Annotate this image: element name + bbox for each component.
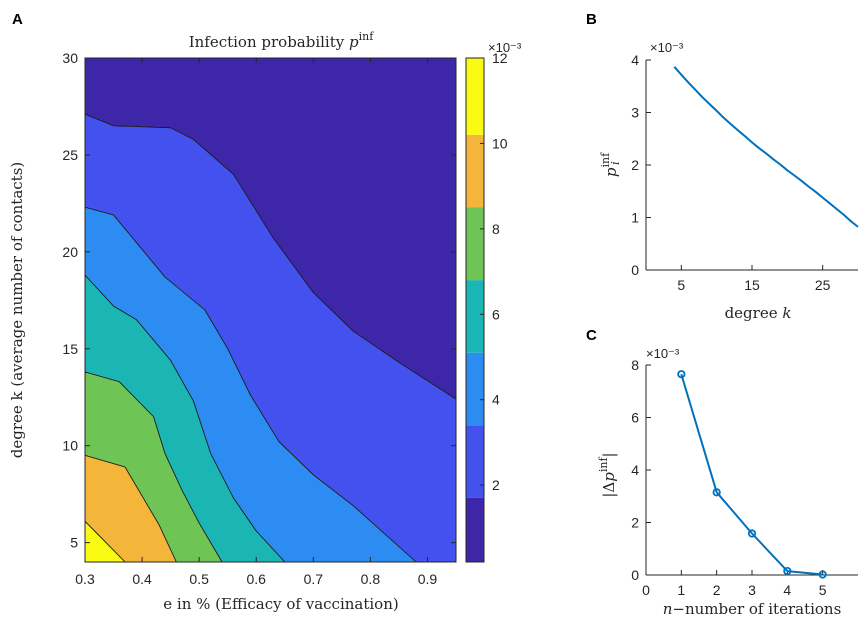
x-tick-label: 0.6 (246, 571, 266, 587)
colorbar-tick-label: 4 (492, 392, 500, 408)
c-y-tick-label: 0 (631, 567, 639, 583)
chart-title-sym: p (349, 33, 359, 51)
colorbar-segment-4 (466, 207, 484, 281)
x-axis-label-c-text: −number of iterations (672, 600, 841, 618)
colorbar: 2 4 6 8 10 12 (465, 50, 508, 563)
y-axis-label-a: degree k (average number of contacts) (8, 162, 26, 459)
b-y-tick-label: 2 (631, 157, 639, 173)
x-axis-label-b: degree k (725, 304, 792, 322)
b-y-tick-label: 3 (631, 105, 639, 121)
c-x-tick-label: 4 (783, 582, 791, 598)
x-axis-label-c: n−number of iterations (663, 600, 842, 618)
c-x-tick-label: 3 (748, 582, 756, 598)
x-axis-label-c-sym: n (663, 600, 673, 618)
c-x-tick-label: 2 (713, 582, 721, 598)
c-y-tick-label: 8 (631, 357, 639, 373)
colorbar-tick-label: 10 (492, 135, 508, 151)
c-data-point-0 (677, 370, 686, 379)
x-tick-label: 0.8 (361, 571, 381, 587)
panel-label-b: B (586, 11, 597, 28)
c-x-tick-label: 1 (677, 582, 685, 598)
b-y-tick-label: 4 (631, 52, 639, 68)
y-axis-label-b-sup: inf (599, 152, 612, 168)
chart-title-text: Infection probability (189, 33, 349, 51)
b-x-tick-label: 5 (677, 277, 685, 293)
x-tick-label: 0.5 (189, 571, 209, 587)
y-tick-label: 10 (62, 438, 78, 454)
x-tick-label: 0.7 (304, 571, 324, 587)
plot-area-a (84, 57, 457, 563)
colorbar-segment-6 (466, 58, 484, 135)
y-axis-label-c: |Δpinf| (597, 452, 618, 497)
x-axis-label-a: e in % (Efficacy of vaccination) (163, 595, 398, 613)
contour-chart-a: 0.3 0.4 0.5 0.6 0.7 0.8 0.9 5 10 15 20 25 30 Infecti… (8, 30, 522, 613)
colorbar-frame (465, 57, 485, 563)
y-axis-label-b: pinfi (599, 152, 622, 177)
colorbar-segment-5 (466, 134, 484, 208)
colorbar-multiplier: ×10⁻³ (488, 40, 522, 55)
panel-label-a: A (12, 11, 23, 28)
y-axis-label-c-sym: p (600, 472, 618, 482)
y-axis-label-b-sub: i (609, 161, 622, 165)
colorbar-tick-label: 6 (492, 306, 500, 322)
panel-label-c: C (586, 327, 597, 344)
plot-area-c: 0 1 2 3 4 5 0 2 4 6 8 (631, 357, 858, 598)
y-tick-label: 25 (62, 147, 78, 163)
y-tick-label: 30 (62, 50, 78, 66)
colorbar-segment-0 (466, 497, 484, 562)
b-y-tick-label: 1 (631, 210, 639, 226)
c-series-line-0 (680, 373, 823, 576)
colorbar-tick-label: 8 (492, 221, 500, 237)
y-tick-label: 5 (70, 535, 78, 551)
c-y-tick-label: 2 (631, 515, 639, 531)
b-x-tick-label: 15 (744, 277, 760, 293)
y-axis-label-c-pre: |Δ (600, 482, 618, 498)
line-chart-b: 5 15 25 0 1 2 3 4 ×10⁻³ degree k pinfi (599, 40, 859, 322)
y-axis-label-c-sup: inf (597, 457, 610, 473)
c-data-point-4 (818, 570, 827, 579)
chart-title-sup: inf (359, 30, 375, 43)
multiplier-c: ×10⁻³ (646, 346, 680, 361)
b-series-line-0 (673, 66, 859, 228)
c-data-point-3 (783, 566, 792, 576)
c-x-tick-label: 5 (819, 582, 827, 598)
x-tick-label: 0.3 (75, 571, 95, 587)
y-axis-label-c-post: | (600, 452, 618, 457)
c-x-tick-label: 0 (642, 582, 650, 598)
contour-fills (84, 57, 457, 563)
axis-ticks-a: 0.3 0.4 0.5 0.6 0.7 0.8 0.9 5 10 15 20 25 30 (62, 50, 456, 587)
colorbar-segment-2 (466, 352, 484, 426)
y-tick-label: 20 (62, 244, 78, 260)
colorbar-segment-1 (466, 425, 484, 498)
y-tick-label: 15 (62, 341, 78, 357)
b-y-tick-label: 0 (631, 262, 639, 278)
x-axis-label-b-text: degree (725, 304, 783, 322)
x-tick-label: 0.4 (132, 571, 152, 587)
b-x-tick-label: 25 (815, 277, 831, 293)
c-y-tick-label: 6 (631, 410, 639, 426)
colorbar-segment-3 (466, 280, 484, 353)
x-axis-label-b-sym: k (782, 304, 791, 322)
multiplier-b: ×10⁻³ (650, 40, 684, 55)
c-y-tick-label: 4 (631, 462, 639, 478)
x-tick-label: 0.9 (418, 571, 438, 587)
c-data-point-1 (712, 488, 721, 497)
plot-area-b: 5 15 25 0 1 2 3 4 (631, 52, 859, 293)
c-data-point-2 (747, 529, 757, 538)
y-axis-label-b-sym: p (602, 167, 620, 177)
colorbar-tick-label: 2 (492, 477, 500, 493)
chart-title-a: Infection probability pinf (189, 30, 375, 51)
line-chart-c: 0 1 2 3 4 5 0 2 4 6 8 ×10⁻³ n−number of iterations… (597, 346, 858, 618)
colorbar-tick-label: 12 (492, 50, 508, 66)
